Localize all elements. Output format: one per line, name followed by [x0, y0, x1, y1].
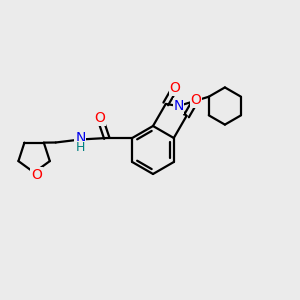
Text: N: N: [75, 131, 86, 145]
Text: O: O: [31, 168, 42, 182]
Text: O: O: [169, 81, 181, 95]
Text: O: O: [95, 112, 106, 125]
Text: H: H: [76, 141, 85, 154]
Text: O: O: [190, 93, 201, 107]
Text: N: N: [173, 99, 184, 113]
